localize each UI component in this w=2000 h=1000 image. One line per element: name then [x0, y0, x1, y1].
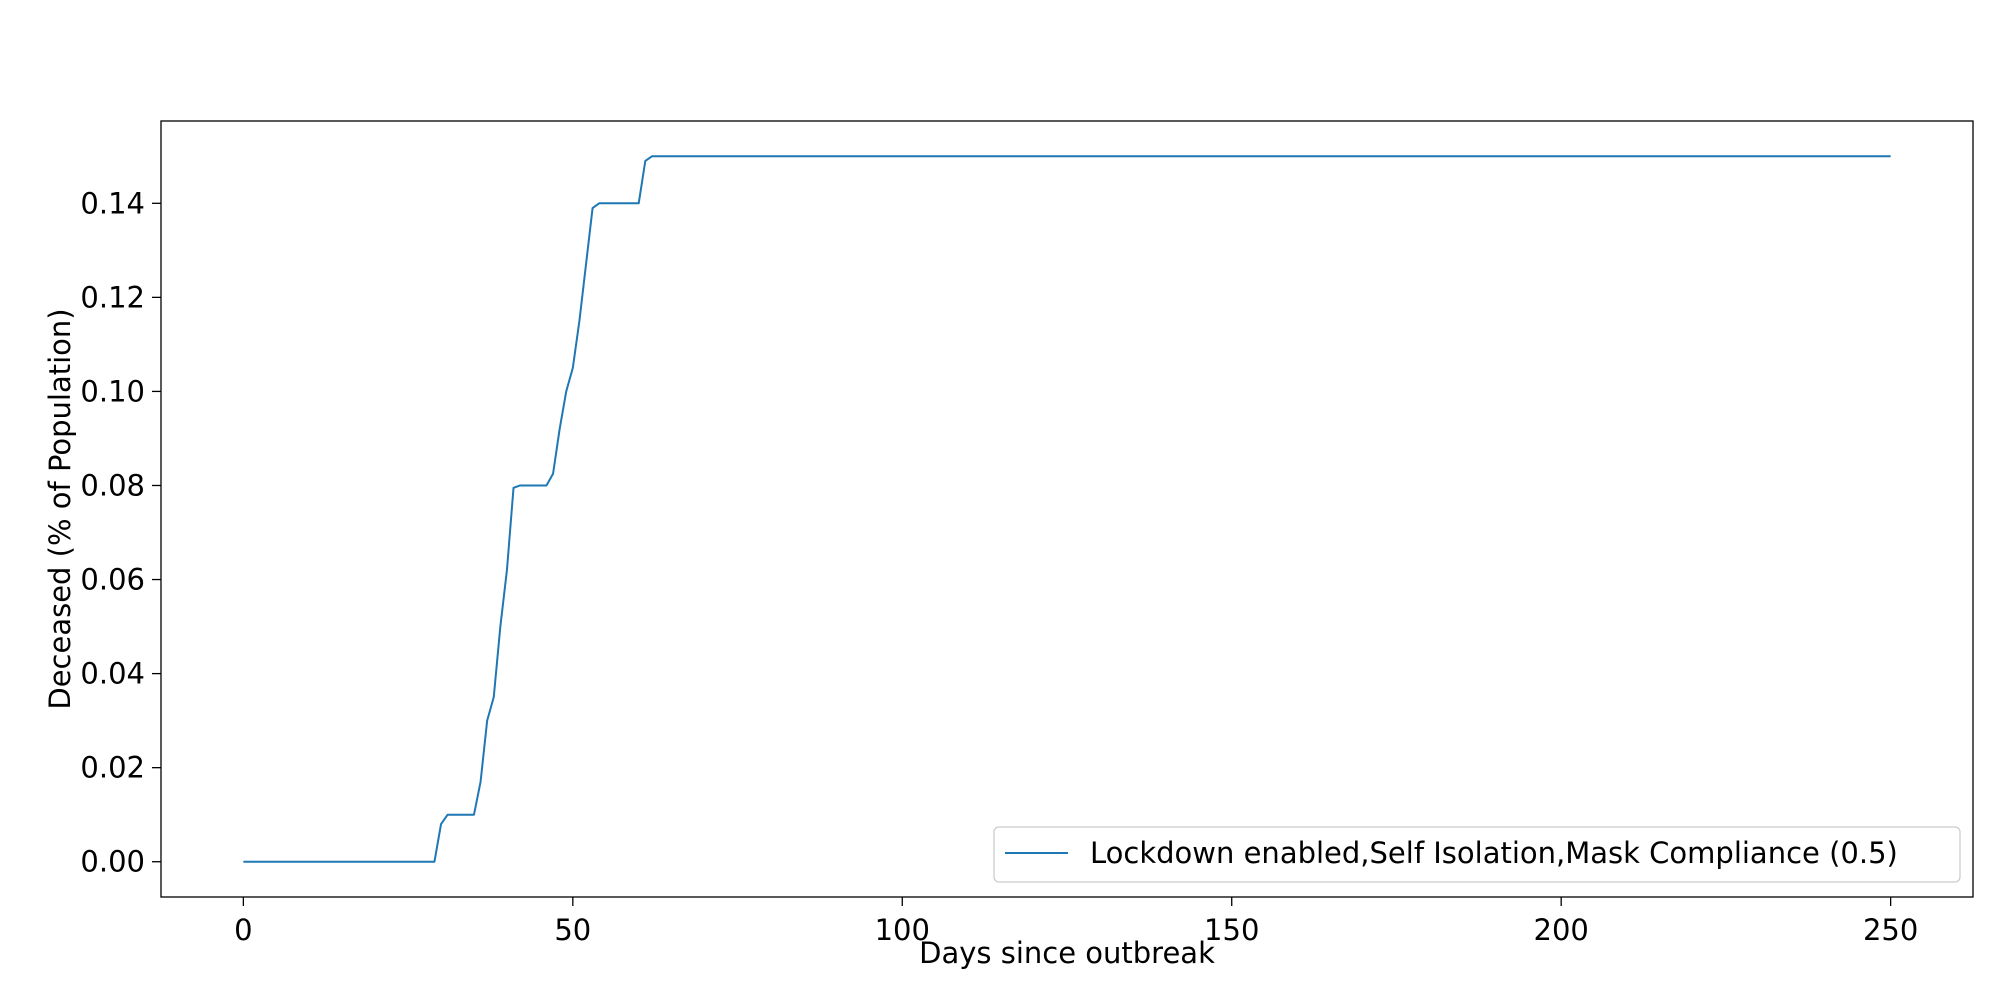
y-tick-label: 0.14: [80, 186, 145, 220]
plot-area: [161, 121, 1973, 897]
y-tick-label: 0.08: [80, 468, 145, 502]
x-tick-label: 0: [234, 913, 252, 947]
y-tick-label: 0.02: [80, 751, 145, 785]
y-axis-ticks: 0.00 0.02 0.04 0.06 0.08 0.10 0.12 0.14: [80, 186, 161, 879]
y-tick-label: 0.00: [80, 845, 145, 879]
legend-entry-label: Lockdown enabled,Self Isolation,Mask Com…: [1090, 836, 1898, 870]
x-axis-title: Days since outbreak: [919, 936, 1215, 970]
x-tick-label: 100: [875, 913, 930, 947]
legend: Lockdown enabled,Self Isolation,Mask Com…: [993, 826, 1961, 883]
x-axis-ticks: 0 50 100 150 200 250: [234, 897, 1918, 947]
y-axis-title: Deceased (% of Population): [43, 308, 77, 709]
x-tick-label: 250: [1863, 913, 1918, 947]
y-tick-label: 0.10: [80, 374, 145, 408]
y-tick-label: 0.12: [80, 280, 145, 314]
x-tick-label: 150: [1204, 913, 1259, 947]
legend-box: [993, 826, 1961, 883]
x-tick-label: 50: [554, 913, 591, 947]
y-tick-label: 0.06: [80, 563, 145, 597]
series-line-0: [243, 155, 1891, 863]
series-layer: [243, 155, 1891, 863]
y-tick-label: 0.04: [80, 657, 145, 691]
plot-frame: [160, 120, 1974, 898]
x-tick-label: 200: [1534, 913, 1589, 947]
